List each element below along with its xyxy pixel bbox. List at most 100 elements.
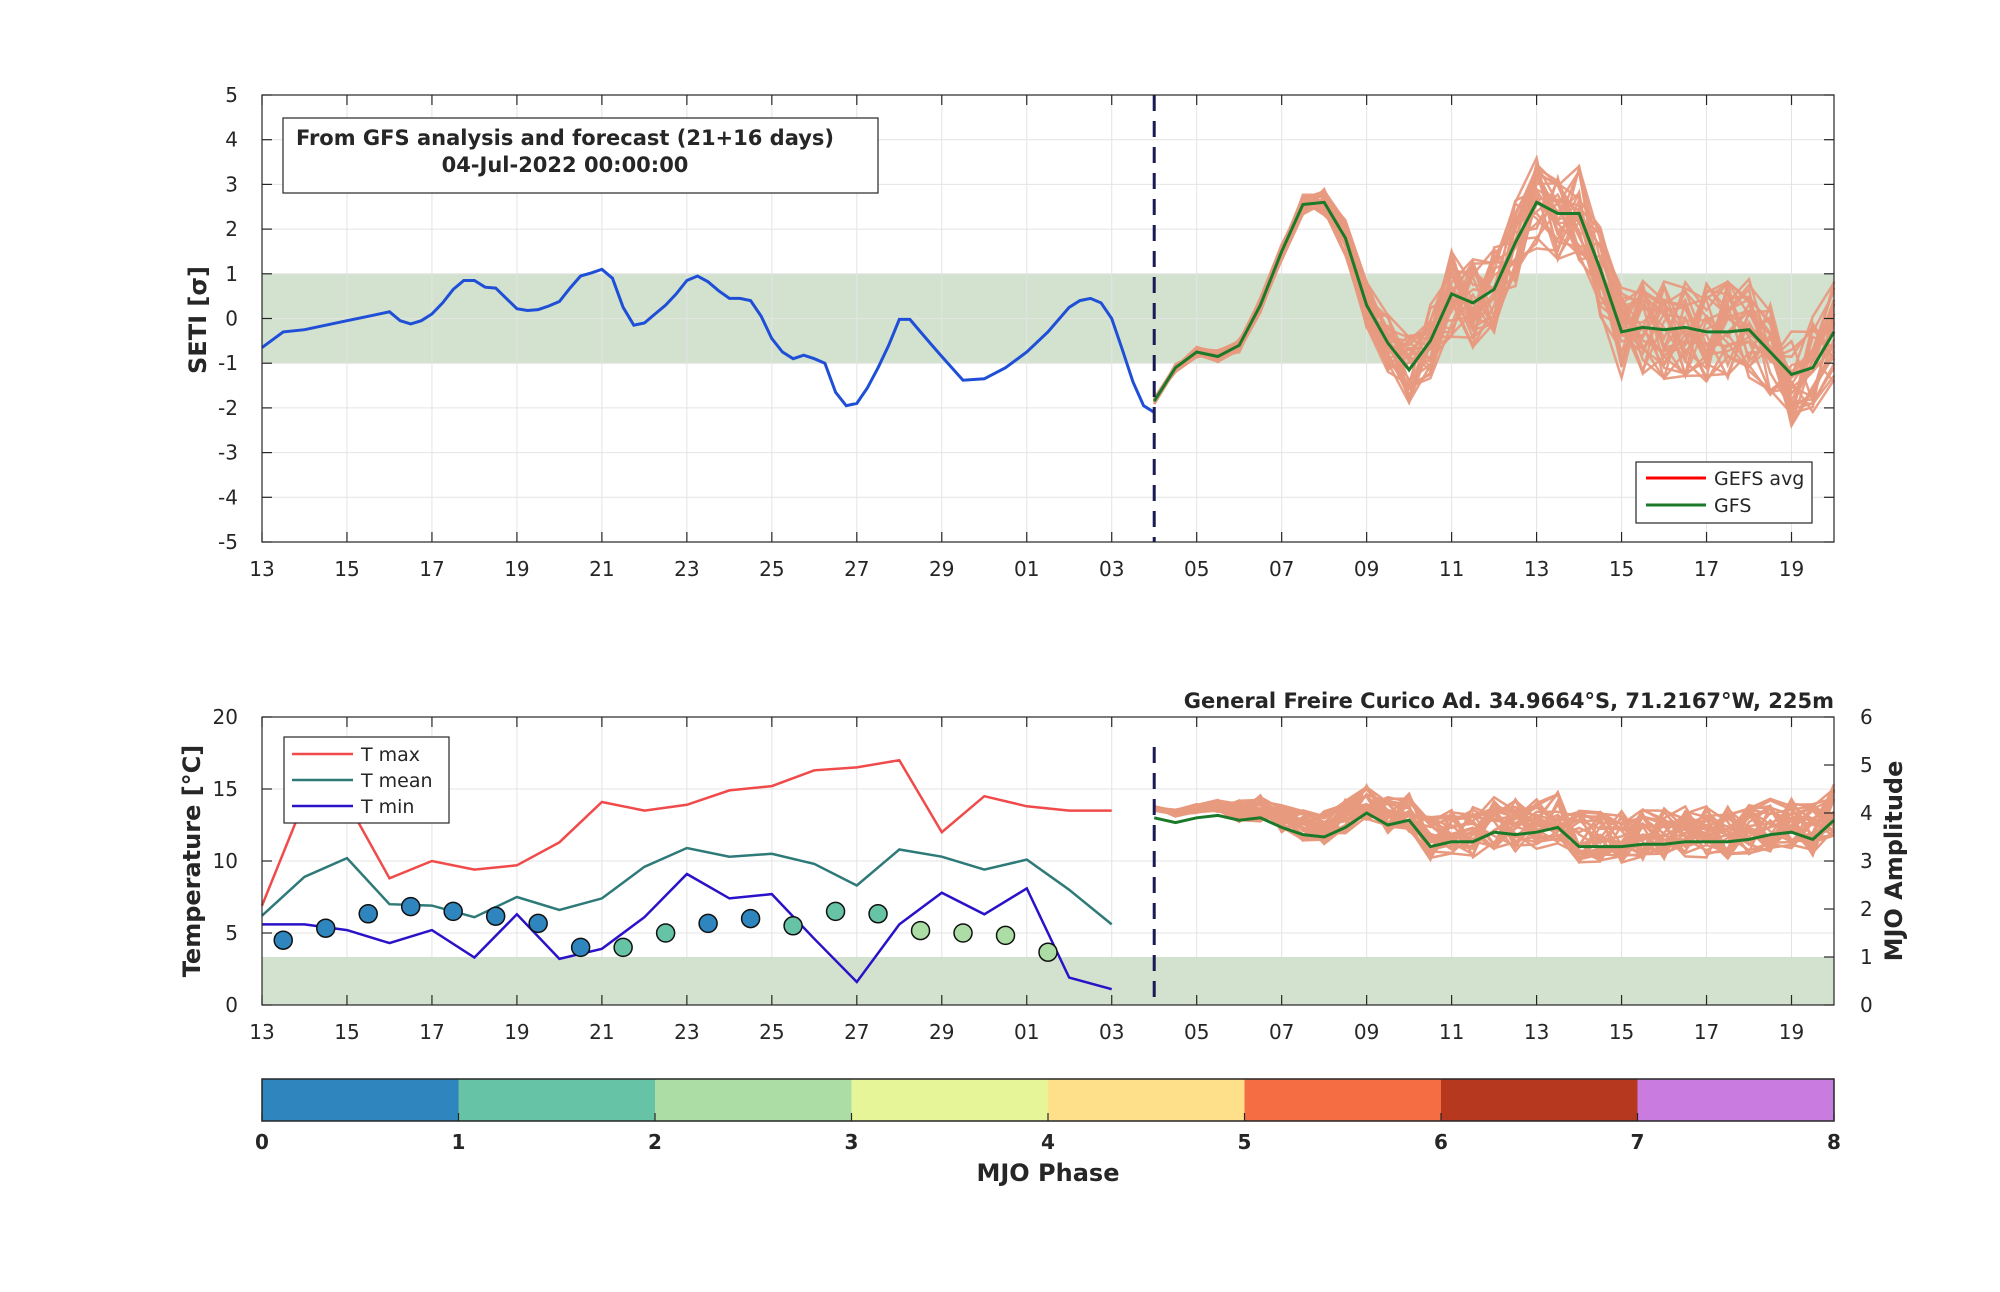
seti-y-tick-label: -4 <box>218 485 238 509</box>
legend-tmax-label: T max <box>360 744 420 766</box>
mjo-phase-dot <box>273 930 293 950</box>
temperature-x-tick-label: 29 <box>929 1020 954 1044</box>
mjo-y-axis-label: MJO Amplitude <box>1880 761 1908 962</box>
mjo-phase-dot <box>655 923 676 943</box>
colorbar-segment <box>1637 1079 1835 1121</box>
mjo-phase-dot <box>698 913 718 934</box>
temperature-x-tick-label: 23 <box>674 1020 699 1044</box>
seti-y-tick-label: 3 <box>225 172 238 196</box>
mjo-ensemble-member <box>1153 787 1835 864</box>
mjo-phase-dot <box>485 906 506 926</box>
legend-gefs-avg-label: GEFS avg <box>1714 468 1804 490</box>
temperature-x-tick-label: 13 <box>249 1020 274 1044</box>
mjo-phase-dot <box>400 896 421 917</box>
mjo-y-tick-label: 3 <box>1860 849 1873 873</box>
mjo-phase-dot <box>315 918 336 938</box>
colorbar-segment <box>262 1079 459 1121</box>
seti-x-tick-label: 15 <box>334 557 359 581</box>
mjo-gfs-line <box>1153 811 1836 849</box>
colorbar-tick-label: 6 <box>1434 1130 1448 1154</box>
temperature-y-tick-label: 15 <box>213 777 238 801</box>
mjo-phase-dot <box>825 901 846 922</box>
temperature-x-tick-label: 27 <box>844 1020 869 1044</box>
mjo-ensemble-member <box>1153 785 1835 860</box>
colorbar-tick-label: 7 <box>1631 1130 1645 1154</box>
temperature-panel: 13 15 17 19 21 23 25 27 29 01 03 05 07 09 11 13 15 17 19 0… <box>178 689 1908 1044</box>
seti-x-tick-label: 21 <box>589 557 614 581</box>
tmin-line <box>262 872 1113 991</box>
seti-x-tick-label: 03 <box>1099 557 1124 581</box>
temperature-y-tick-label: 20 <box>213 705 238 729</box>
colorbar-ticks: 0 1 2 3 4 5 6 7 8 <box>255 1113 1841 1154</box>
seti-y-tick-label: 1 <box>225 262 238 286</box>
temperature-x-tick-label: 05 <box>1184 1020 1209 1044</box>
mjo-phase-colorbar: 0 1 2 3 4 5 6 7 8 MJO Phase <box>255 1078 1841 1187</box>
mjo-phase-dot <box>868 904 888 924</box>
colorbar-segment <box>1441 1079 1638 1121</box>
temperature-y-axis-label: Temperature [°C] <box>178 745 206 978</box>
legend-tmin-label: T min <box>360 796 414 818</box>
temperature-x-tick-label: 21 <box>589 1020 614 1044</box>
mjo-phase-dot <box>570 937 591 958</box>
seti-info-date: 04-Jul-2022 00:00:00 <box>442 153 689 177</box>
mjo-phase-dot <box>783 916 803 936</box>
mjo-y-tick-label: 5 <box>1860 753 1873 777</box>
mjo-phase-dot <box>910 920 931 941</box>
seti-info-title: From GFS analysis and forecast (21+16 da… <box>296 126 834 150</box>
seti-x-ticks: 13 15 17 19 21 23 25 27 29 01 03 05 07 09 11 13 15 17 19 <box>249 95 1804 581</box>
mjo-y-tick-label: 2 <box>1860 897 1873 921</box>
mjo-phase-dot <box>358 904 378 924</box>
colorbar-tick-label: 5 <box>1238 1130 1252 1154</box>
seti-y-ticks: -5 -4 -3 -2 -1 0 1 2 3 4 5 <box>218 83 1834 554</box>
colorbar-tick-label: 2 <box>648 1130 662 1154</box>
seti-x-tick-label: 19 <box>504 557 529 581</box>
seti-x-tick-label: 29 <box>929 557 954 581</box>
seti-gfs-line <box>1152 200 1836 403</box>
colorbar-tick-label: 1 <box>452 1130 466 1154</box>
seti-x-tick-label: 23 <box>674 557 699 581</box>
temperature-x-ticks: 13 15 17 19 21 23 25 27 29 01 03 05 07 09 11 13 15 17 19 <box>249 717 1804 1044</box>
seti-x-tick-label: 27 <box>844 557 869 581</box>
temperature-x-tick-label: 01 <box>1014 1020 1039 1044</box>
mjo-phase-dot <box>740 908 761 929</box>
temperature-y-tick-label: 5 <box>225 921 238 945</box>
mjo-ensemble-member <box>1153 793 1835 860</box>
temperature-x-tick-label: 17 <box>1694 1020 1719 1044</box>
seti-x-tick-label: 13 <box>249 557 274 581</box>
mjo-phase-dot <box>443 901 463 922</box>
temperature-x-tick-label: 11 <box>1439 1020 1464 1044</box>
mjo-phase-dots <box>273 896 1058 962</box>
seti-y-tick-label: 4 <box>225 128 238 152</box>
temperature-x-tick-label: 13 <box>1524 1020 1549 1044</box>
colorbar-segment <box>1244 1079 1442 1121</box>
mjo-ensemble-member <box>1153 792 1836 858</box>
temperature-x-tick-label: 15 <box>334 1020 359 1044</box>
mjo-y-tick-label: 6 <box>1860 705 1873 729</box>
seti-y-tick-label: -2 <box>218 396 238 420</box>
colorbar-tick-label: 3 <box>845 1130 859 1154</box>
seti-y-tick-label: -1 <box>218 351 238 375</box>
seti-y-tick-label: -3 <box>218 441 238 465</box>
mjo-ensemble-member <box>1153 785 1836 859</box>
colorbar-segment <box>655 1079 852 1121</box>
seti-ensemble-member <box>1153 168 1836 400</box>
seti-y-tick-label: 0 <box>225 307 238 331</box>
mjo-y-tick-label: 0 <box>1860 993 1873 1017</box>
mjo-phase-dot <box>528 913 548 934</box>
mjo-ensemble-members <box>1153 782 1836 865</box>
seti-legend: GEFS avg GFS <box>1635 461 1813 524</box>
seti-x-tick-label: 01 <box>1014 557 1039 581</box>
temperature-x-tick-label: 19 <box>504 1020 529 1044</box>
temperature-x-tick-label: 07 <box>1269 1020 1294 1044</box>
colorbar-segment <box>458 1079 656 1121</box>
colorbar-tick-label: 8 <box>1827 1130 1841 1154</box>
seti-x-tick-label: 11 <box>1439 557 1464 581</box>
temperature-x-tick-label: 09 <box>1354 1020 1379 1044</box>
mjo-phase-dot <box>995 925 1016 946</box>
temperature-y-tick-label: 0 <box>225 993 238 1017</box>
temperature-legend: T max T mean T min <box>283 736 450 824</box>
seti-x-tick-label: 19 <box>1779 557 1804 581</box>
seti-x-tick-label: 07 <box>1269 557 1294 581</box>
mjo-phase-dot <box>953 923 973 943</box>
